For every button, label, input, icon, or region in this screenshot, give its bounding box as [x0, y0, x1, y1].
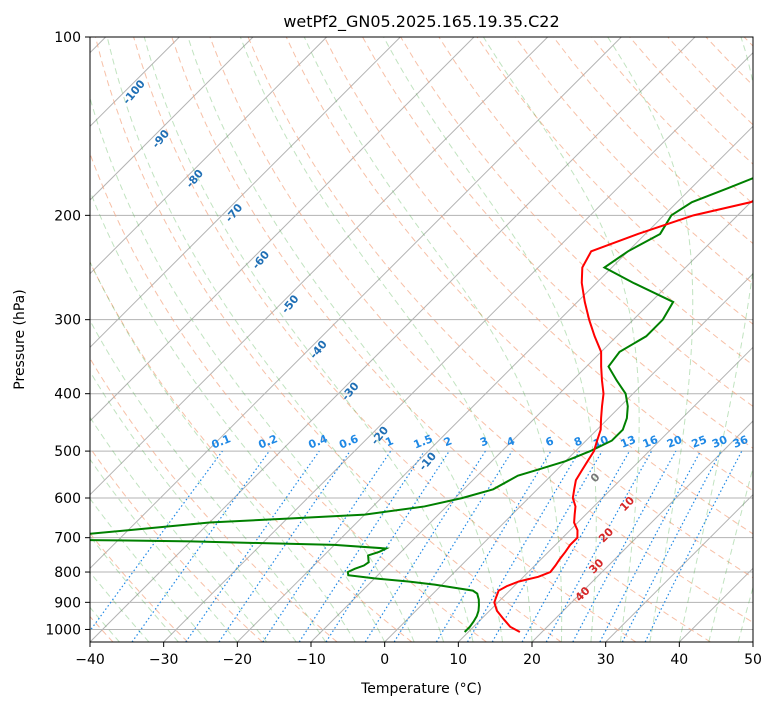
x-tick-label: −40 — [75, 652, 105, 668]
dry-adiabat — [133, 37, 637, 642]
x-tick-label: 40 — [670, 652, 688, 668]
moist-adiabat — [90, 535, 179, 642]
mixing-ratio-label: 2 — [442, 434, 454, 449]
mixing-ratio-line — [218, 450, 351, 642]
isotherm-line — [90, 37, 475, 422]
isobar-grid — [90, 37, 753, 630]
isotherm-line — [457, 346, 753, 642]
dry-adiabat — [323, 37, 753, 492]
y-tick-label: 700 — [54, 531, 81, 547]
dry-adiabat — [285, 37, 753, 535]
chart-title: wetPf2_GN05.2025.165.19.35.C22 — [283, 12, 559, 32]
x-tick-label: −20 — [223, 652, 253, 668]
y-tick-label: 900 — [54, 595, 81, 611]
moist-adiabat — [143, 37, 474, 642]
x-tick-label: 30 — [597, 652, 615, 668]
y-tick-label: 100 — [54, 30, 81, 46]
mixing-ratio-label: 1 — [383, 434, 395, 449]
isotherm-line — [90, 37, 254, 201]
dry-adiabat — [90, 357, 338, 642]
dry-adiabat — [209, 37, 753, 624]
mixing-ratio-line — [521, 450, 631, 642]
moist-adiabat — [678, 37, 753, 642]
moist-adiabat — [303, 37, 563, 642]
moist-adiabat — [90, 458, 238, 642]
moist-adiabat — [90, 189, 386, 642]
isotherm-line — [531, 420, 753, 642]
y-tick-label: 300 — [54, 313, 81, 329]
x-tick-label: −30 — [149, 652, 179, 668]
mixing-ratio-line — [185, 450, 320, 642]
mixing-ratio-line — [325, 450, 450, 642]
moist-adiabat — [106, 37, 445, 642]
isotherm-line — [90, 37, 549, 496]
mixing-ratio-line — [545, 450, 653, 642]
moist-adiabats — [90, 37, 753, 642]
dry-adiabat — [90, 446, 263, 642]
x-tick-label: 20 — [523, 652, 541, 668]
mixing-ratio-line — [393, 450, 513, 642]
y-tick-label: 500 — [54, 444, 81, 460]
mixing-ratio-label: 13 — [619, 433, 638, 451]
isotherm-line — [163, 51, 753, 642]
isotherm-line — [236, 125, 753, 642]
y-tick-label: 600 — [54, 491, 81, 507]
isotherm-line — [605, 493, 753, 642]
moist-adiabat — [90, 370, 297, 642]
x-tick-label: 50 — [744, 652, 762, 668]
moist-adiabat — [383, 37, 597, 642]
axis-ticks: −40 −30 −20 −10 0 10 20 30 40 50 100 200 300 400 500 60… — [45, 30, 762, 668]
dewpoint-line — [90, 177, 753, 633]
mixing-ratio-label: 25 — [690, 433, 709, 451]
x-axis-title: Temperature (°C) — [360, 681, 482, 697]
mixing-ratio-label: 3 — [478, 434, 490, 449]
mixing-ratio-label: 8 — [572, 434, 584, 449]
mixing-ratio-label: 16 — [641, 433, 660, 451]
mixing-ratio-label: 30 — [710, 433, 729, 451]
mixing-ratio-label: 36 — [731, 433, 750, 451]
moist-adiabat — [90, 497, 209, 642]
y-tick-label: 400 — [54, 387, 81, 403]
moist-adiabat — [737, 585, 753, 642]
mixing-ratio-line — [262, 450, 392, 642]
y-axis-title: Pressure (hPa) — [12, 289, 28, 389]
mixing-ratio-line — [90, 450, 223, 632]
x-tick-label: 10 — [449, 652, 467, 668]
moist-adiabat — [90, 416, 268, 642]
dry-adiabat — [247, 37, 753, 579]
mixing-ratio-line — [572, 450, 677, 642]
x-tick-label: 0 — [380, 652, 389, 668]
y-tick-label: 800 — [54, 565, 81, 581]
moist-adiabat — [90, 96, 415, 642]
isotherm-grid — [90, 37, 753, 642]
moist-adiabat — [239, 37, 533, 642]
temperature-line — [493, 199, 753, 633]
mixing-ratio-lines — [90, 450, 743, 642]
mixing-ratio-line — [298, 450, 425, 642]
dry-adiabat — [94, 37, 562, 642]
moist-adiabat — [90, 319, 327, 642]
mixing-ratio-line — [644, 450, 743, 642]
moist-adiabat — [708, 466, 753, 642]
moist-adiabat — [607, 37, 694, 642]
dry-adiabat — [90, 261, 413, 642]
isotherm-line — [90, 37, 401, 349]
dry-adiabat — [514, 37, 753, 285]
isotherm-line — [90, 37, 328, 275]
moist-adiabat — [482, 37, 640, 642]
mixing-ratio-label: 20 — [665, 433, 684, 451]
y-tick-label: 200 — [54, 208, 81, 224]
y-tick-label: 1000 — [45, 622, 81, 638]
isotherm-line — [384, 272, 753, 642]
x-tick-label: −10 — [296, 652, 326, 668]
moist-adiabat — [90, 260, 356, 642]
plot-frame — [89, 36, 754, 643]
mixing-ratio-line — [131, 450, 270, 642]
